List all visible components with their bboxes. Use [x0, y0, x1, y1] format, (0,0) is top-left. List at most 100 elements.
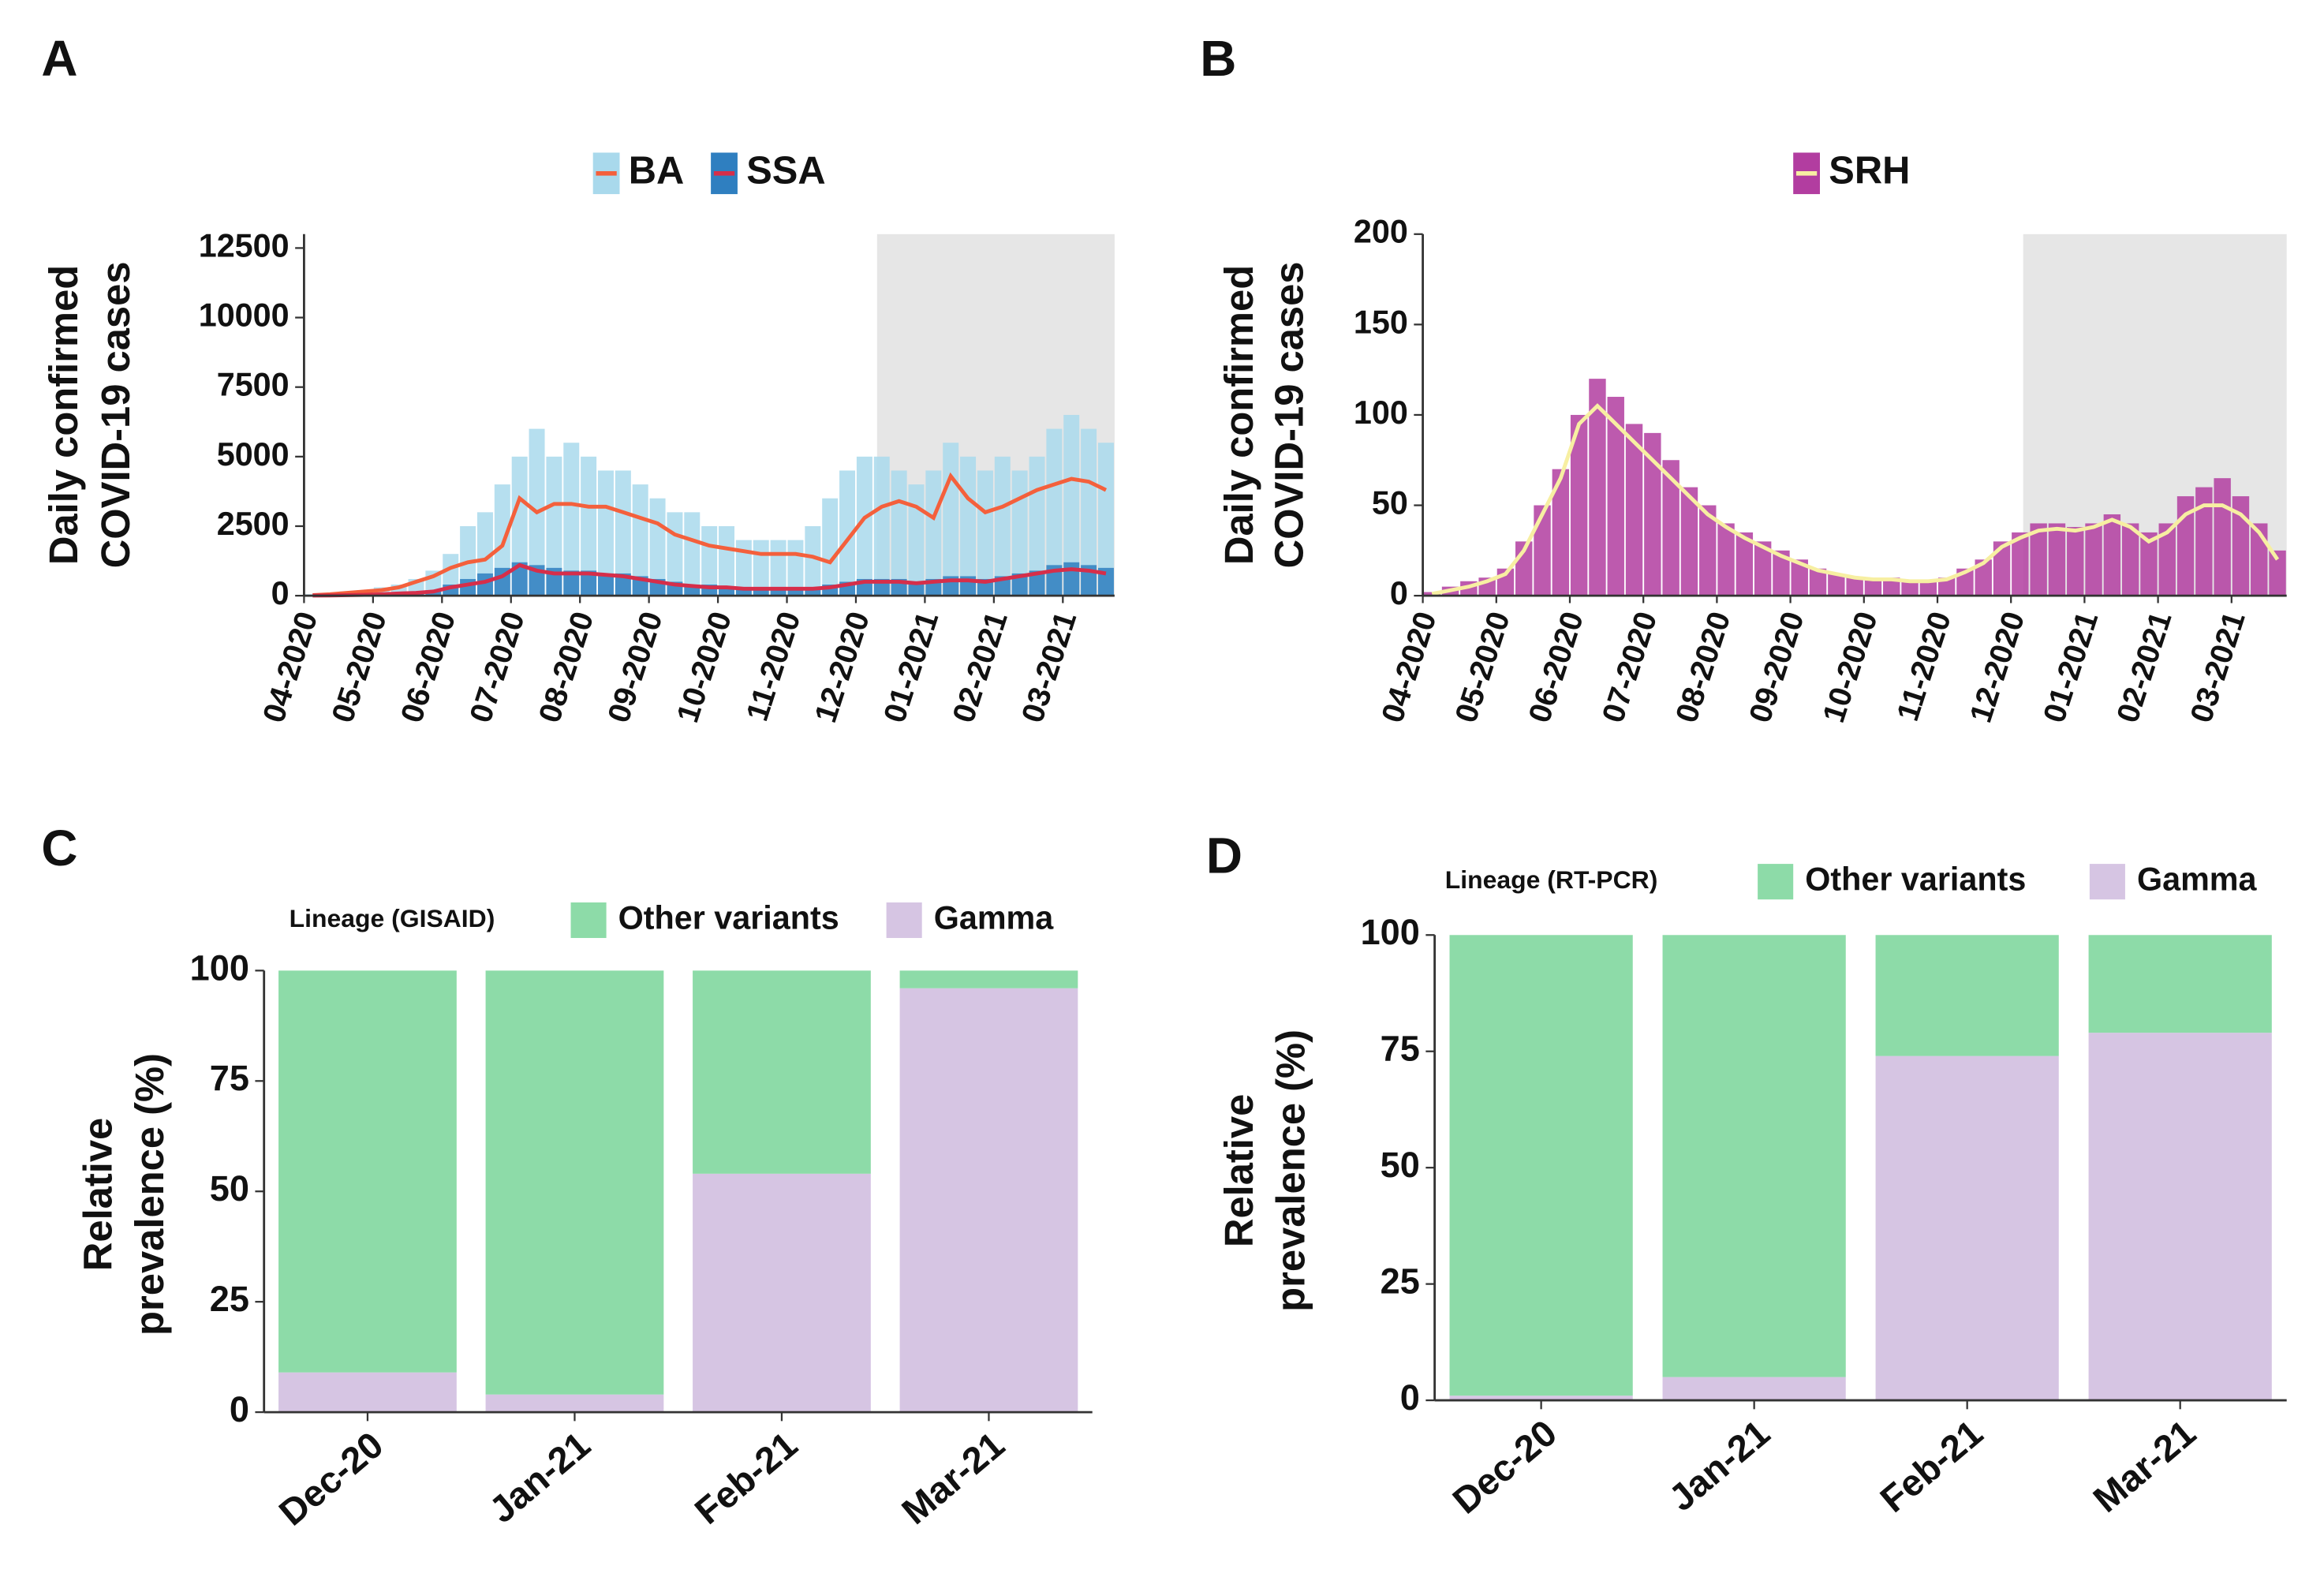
x-tick-label: 01-2021: [2037, 607, 2105, 727]
bar: [2067, 527, 2083, 596]
y-axis-label: prevalence (%): [1268, 1029, 1313, 1312]
bar-segment: [486, 970, 664, 1394]
panel-letter: A: [41, 30, 77, 87]
y-tick-label: 25: [210, 1279, 249, 1319]
x-tick-label: 03-2021: [1015, 607, 1084, 727]
x-tick-label: Jan-21: [481, 1423, 598, 1530]
bar: [2104, 514, 2120, 596]
bar: [1901, 581, 1918, 596]
panel-letter: C: [41, 820, 77, 876]
bar-segment: [693, 1174, 871, 1412]
bar: [684, 512, 700, 596]
y-tick-label: 10000: [199, 297, 290, 333]
x-tick-label: Mar-21: [894, 1423, 1012, 1532]
x-tick-label: 12-2020: [1963, 607, 2032, 727]
y-tick-label: 0: [1390, 575, 1408, 611]
bar: [1717, 523, 1734, 596]
y-tick-label: 100: [190, 947, 249, 988]
bar: [891, 470, 907, 596]
legend-swatch: [571, 902, 607, 938]
y-tick-label: 100: [1361, 912, 1420, 952]
y-tick-label: 25: [1381, 1261, 1420, 1302]
x-tick-label: 12-2020: [808, 607, 876, 727]
x-tick-label: Jan-21: [1661, 1411, 1777, 1519]
bar: [2049, 523, 2065, 596]
y-tick-label: 50: [1372, 484, 1408, 521]
bar: [1846, 577, 1863, 596]
x-tick-label: 10-2020: [670, 607, 738, 727]
bar: [908, 484, 924, 596]
x-tick-label: 09-2020: [1743, 607, 1811, 727]
x-tick-label: Feb-21: [686, 1423, 805, 1532]
y-tick-label: 7500: [217, 367, 290, 403]
bar-segment: [1663, 1377, 1846, 1400]
y-tick-label: 5000: [217, 436, 290, 473]
bar: [1828, 574, 1844, 596]
x-tick-label: Dec-20: [1444, 1411, 1564, 1522]
y-tick-label: 12500: [199, 227, 290, 263]
x-tick-label: Dec-20: [271, 1423, 390, 1534]
x-tick-label: Mar-21: [2085, 1411, 2203, 1520]
bar-segment: [1663, 935, 1846, 1377]
x-tick-label: 01-2021: [877, 607, 946, 727]
y-axis-label: Relative: [1216, 1094, 1261, 1247]
bar: [1608, 397, 1624, 596]
legend-label: Other variants: [1805, 861, 2026, 898]
bar-segment: [900, 970, 1078, 988]
bar: [995, 457, 1011, 596]
x-tick-label: 08-2020: [532, 607, 601, 727]
x-tick-label: Feb-21: [1872, 1411, 1990, 1520]
x-tick-label: 07-2020: [463, 607, 532, 727]
bar: [925, 470, 941, 596]
x-tick-label: 11-2020: [740, 607, 808, 725]
x-tick-label: 06-2020: [394, 607, 463, 727]
legend-title: Lineage (RT-PCR): [1445, 865, 1658, 894]
y-tick-label: 150: [1354, 304, 1408, 340]
legend-label: SRH: [1829, 150, 1910, 192]
bar: [943, 443, 958, 596]
bar: [874, 457, 890, 596]
bar-segment: [486, 1395, 664, 1412]
x-tick-label: 05-2020: [1448, 607, 1517, 727]
y-tick-label: 50: [1381, 1145, 1420, 1185]
x-tick-label: 06-2020: [1522, 607, 1590, 727]
y-axis-label: Daily confirmed: [1216, 265, 1261, 565]
bar-segment: [278, 1373, 457, 1412]
x-tick-label: 04-2020: [256, 607, 325, 727]
bar-segment: [693, 970, 871, 1173]
bar: [2085, 523, 2102, 596]
bar-segment: [1876, 935, 2059, 1056]
x-tick-label: 07-2020: [1596, 607, 1665, 727]
bar: [822, 499, 838, 596]
legend-label: SSA: [746, 150, 825, 192]
panel-letter: D: [1206, 827, 1242, 884]
bar: [977, 470, 993, 596]
legend-label: Gamma: [934, 899, 1055, 936]
bar-segment: [1450, 935, 1633, 1396]
legend-swatch: [2090, 864, 2125, 899]
bar-segment: [1876, 1056, 2059, 1400]
x-tick-label: 09-2020: [601, 607, 670, 727]
legend-label: BA: [629, 150, 685, 192]
legend-label: Other variants: [618, 899, 839, 936]
x-tick-label: 08-2020: [1669, 607, 1738, 727]
legend-swatch: [1758, 864, 1793, 899]
y-tick-label: 75: [210, 1058, 249, 1098]
y-tick-label: 0: [271, 575, 290, 611]
x-tick-label: 10-2020: [1816, 607, 1885, 727]
x-tick-label: 02-2021: [2110, 607, 2179, 727]
bar: [1063, 562, 1079, 596]
bar-segment: [900, 988, 1078, 1412]
legend-label: Gamma: [2137, 861, 2258, 898]
x-tick-label: 11-2020: [1890, 607, 1958, 725]
y-axis-label: prevalence (%): [127, 1053, 172, 1336]
x-tick-label: 05-2020: [325, 607, 394, 727]
y-tick-label: 75: [1381, 1029, 1420, 1069]
y-tick-label: 200: [1354, 214, 1408, 250]
bar-segment: [2089, 935, 2272, 1033]
